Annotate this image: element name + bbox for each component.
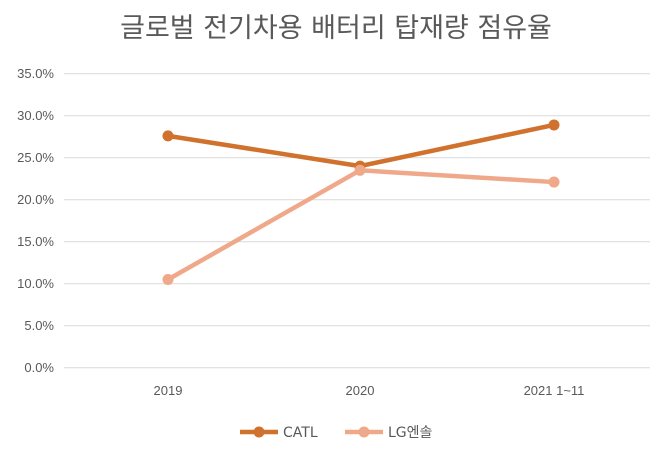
data-point (162, 130, 174, 142)
series-line-0 (167, 122, 555, 169)
series-line-1 (166, 168, 555, 282)
data-point (548, 119, 560, 131)
x-tick-label: 2020 (346, 383, 375, 398)
legend-marker (253, 426, 265, 438)
y-tick-label: 15.0% (17, 234, 54, 249)
data-point (354, 164, 366, 176)
legend-label: CATL (283, 425, 318, 441)
y-tick-label: 30.0% (17, 108, 54, 123)
y-tick-label: 20.0% (17, 192, 54, 207)
y-tick-label: 5.0% (24, 318, 54, 333)
legend-marker (358, 426, 370, 438)
legend-label: LG엔솔 (388, 425, 433, 441)
y-tick-label: 0.0% (24, 360, 54, 375)
x-tick-label: 2021 1~11 (524, 383, 585, 398)
data-point (162, 274, 174, 285)
y-tick-label: 10.0% (17, 276, 54, 291)
chart-title: 글로벌 전기차용 배터리 탑재량 점유율 (120, 13, 552, 44)
x-tick-label: 2019 (154, 383, 183, 398)
y-tick-label: 25.0% (17, 150, 54, 165)
y-tick-label: 35.0% (17, 66, 54, 81)
data-point (548, 176, 560, 188)
